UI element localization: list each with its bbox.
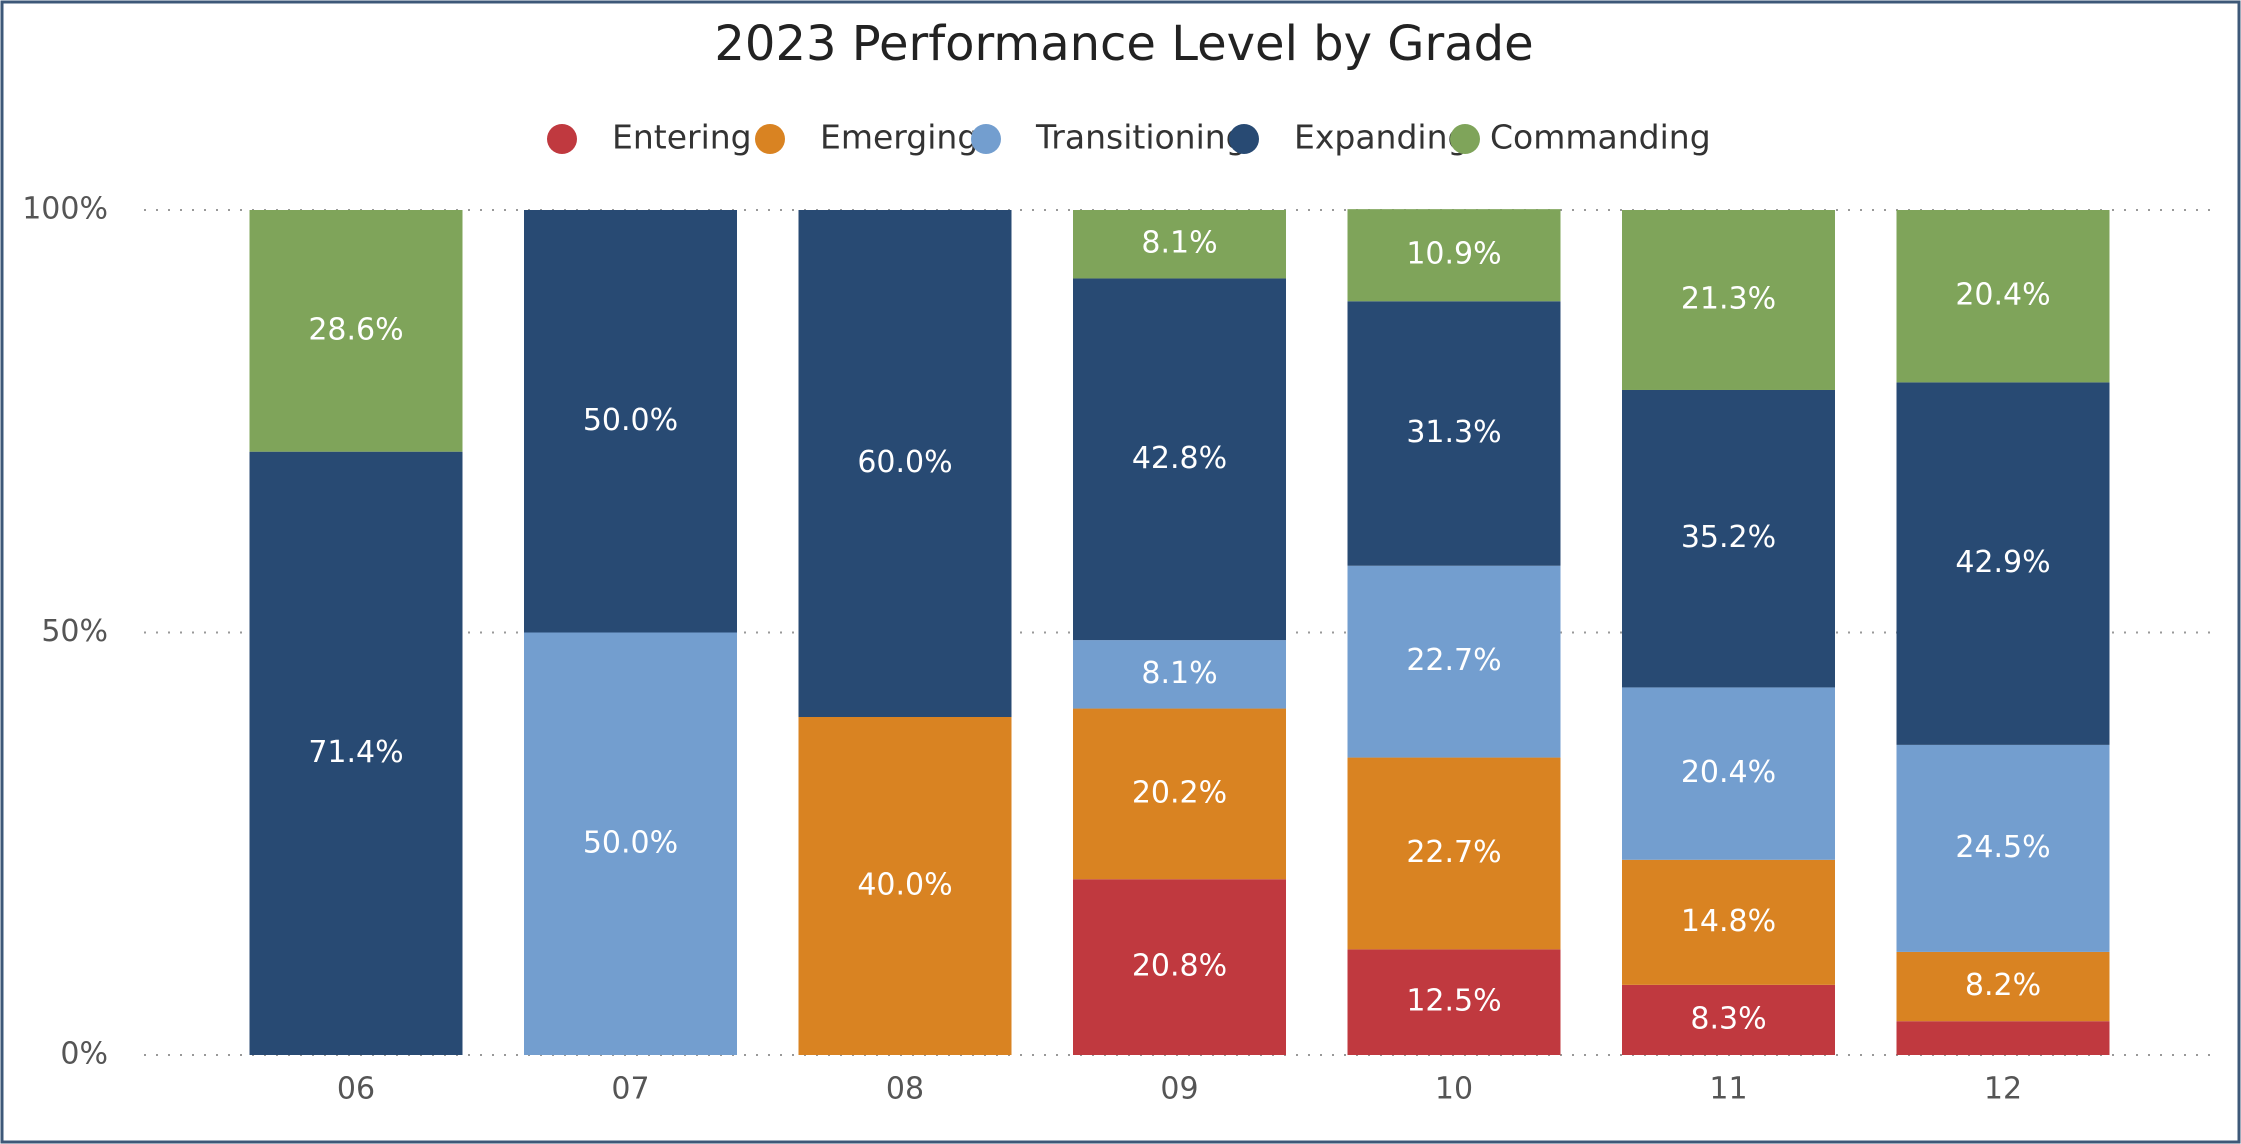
data-label: 12.5%	[1406, 984, 1501, 1019]
bar-segment	[1896, 744, 2110, 952]
data-label: 24.5%	[1955, 830, 2050, 865]
bar-segment	[1896, 210, 2110, 383]
chart-title: 2023 Performance Level by Grade	[714, 16, 1533, 72]
data-label: 50.0%	[583, 825, 678, 860]
bar-segment	[524, 632, 737, 1055]
legend-swatch	[755, 124, 785, 154]
data-label: 8.3%	[1690, 1001, 1766, 1036]
bar-segment	[1347, 209, 1561, 302]
data-label: 42.9%	[1955, 545, 2050, 580]
data-label: 21.3%	[1681, 281, 1776, 316]
bar-segment	[1347, 949, 1561, 1055]
x-tick-label: 07	[611, 1072, 649, 1107]
data-label: 50.0%	[583, 403, 678, 438]
bar-segment	[1622, 984, 1835, 1055]
data-label: 8.1%	[1141, 656, 1217, 691]
data-label: 20.8%	[1132, 949, 1227, 984]
x-tick-label: 11	[1709, 1072, 1747, 1107]
bar-segment	[1622, 210, 1835, 390]
bar-segment	[1622, 687, 1835, 860]
bar-segment	[1347, 757, 1561, 950]
y-tick-label: 100%	[22, 192, 108, 227]
legend-label: Entering	[612, 118, 752, 157]
x-tick-label: 10	[1435, 1072, 1473, 1107]
legend-label: Commanding	[1490, 118, 1711, 157]
data-label: 22.7%	[1406, 643, 1501, 678]
data-label: 31.3%	[1406, 415, 1501, 450]
x-tick-label: 12	[1984, 1072, 2022, 1107]
x-tick-label: 09	[1160, 1072, 1198, 1107]
bar-segment	[1622, 859, 1835, 985]
data-label: 28.6%	[308, 312, 403, 347]
data-label: 42.8%	[1132, 441, 1227, 476]
data-label: 20.4%	[1955, 278, 2050, 313]
legend-label: Expanding	[1294, 118, 1468, 157]
bar-segment	[1896, 1021, 2110, 1055]
data-label: 40.0%	[857, 868, 952, 903]
bar-segment	[249, 451, 463, 1055]
legend-label: Emerging	[820, 118, 978, 157]
legend-swatch	[1229, 124, 1259, 154]
data-label: 22.7%	[1406, 835, 1501, 870]
bar-segment	[1896, 382, 2110, 745]
data-label: 20.4%	[1681, 755, 1776, 790]
data-label: 8.1%	[1141, 226, 1217, 261]
bar-segment	[1073, 210, 1286, 279]
bar-segment	[1073, 708, 1286, 880]
x-tick-label: 08	[886, 1072, 924, 1107]
data-label: 14.8%	[1681, 904, 1776, 939]
y-tick-label: 50%	[41, 614, 108, 649]
bar-segment	[1073, 640, 1286, 709]
bar-segment	[1347, 301, 1561, 566]
bar-segment	[1896, 951, 2110, 1022]
legend-swatch	[971, 124, 1001, 154]
x-tick-label: 06	[337, 1072, 375, 1107]
data-label: 35.2%	[1681, 520, 1776, 555]
y-tick-label: 0%	[60, 1037, 108, 1072]
bar-segment	[1073, 879, 1286, 1055]
bar-segment	[798, 210, 1012, 717]
bar-segment	[524, 210, 737, 633]
data-label: 60.0%	[857, 445, 952, 480]
data-label: 10.9%	[1406, 237, 1501, 272]
data-label: 8.2%	[1965, 968, 2041, 1003]
bar-segment	[249, 210, 463, 452]
bar-segment	[1622, 389, 1835, 688]
bar-segment	[1073, 278, 1286, 641]
legend-label: Transitioning	[1035, 118, 1247, 157]
bar-segment	[798, 717, 1012, 1055]
legend-swatch	[1450, 124, 1480, 154]
bar-segment	[1347, 565, 1561, 758]
legend-swatch	[547, 124, 577, 154]
data-label: 20.2%	[1132, 775, 1227, 810]
data-label: 71.4%	[308, 735, 403, 770]
